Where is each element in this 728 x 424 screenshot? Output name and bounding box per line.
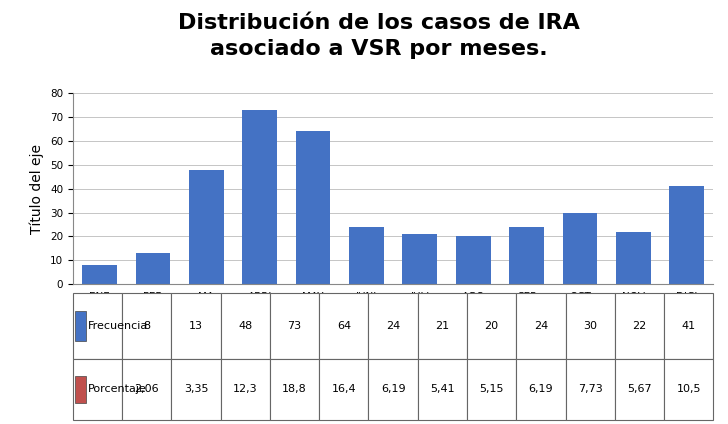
Text: 10,5: 10,5 (676, 384, 701, 394)
Bar (296, 131, 331, 284)
Bar (73, 359, 122, 420)
Bar (319, 359, 368, 420)
Bar (566, 359, 615, 420)
Text: 13: 13 (189, 321, 203, 331)
Bar (73, 293, 122, 359)
Text: 24: 24 (386, 321, 400, 331)
Text: 5,67: 5,67 (628, 384, 652, 394)
Bar (664, 359, 713, 420)
Bar (418, 293, 467, 359)
Text: 20: 20 (485, 321, 499, 331)
Bar (418, 359, 467, 420)
Bar (566, 293, 615, 359)
Text: 21: 21 (435, 321, 449, 331)
Text: 2,06: 2,06 (135, 384, 159, 394)
Text: 64: 64 (337, 321, 351, 331)
Text: 7,73: 7,73 (578, 384, 603, 394)
Bar (368, 293, 418, 359)
Bar (349, 227, 384, 284)
Bar (467, 359, 516, 420)
Bar (456, 237, 491, 284)
Text: 48: 48 (238, 321, 253, 331)
Bar (75, 311, 86, 341)
Bar (122, 359, 171, 420)
Bar (270, 293, 319, 359)
Text: 41: 41 (681, 321, 696, 331)
Bar (615, 293, 664, 359)
Text: 5,15: 5,15 (480, 384, 504, 394)
Bar (135, 253, 170, 284)
Bar (122, 293, 171, 359)
Text: 30: 30 (583, 321, 597, 331)
Bar (171, 293, 221, 359)
Bar (670, 186, 704, 284)
Bar (242, 110, 277, 284)
Bar (82, 265, 116, 284)
Text: 8: 8 (143, 321, 150, 331)
Bar (516, 359, 566, 420)
Text: 24: 24 (534, 321, 548, 331)
Text: 5,41: 5,41 (430, 384, 455, 394)
Text: 22: 22 (633, 321, 646, 331)
Text: 73: 73 (288, 321, 301, 331)
Bar (368, 359, 418, 420)
Bar (270, 359, 319, 420)
Text: 16,4: 16,4 (331, 384, 356, 394)
Bar (664, 293, 713, 359)
Bar (171, 359, 221, 420)
Bar (616, 232, 651, 284)
Bar (615, 359, 664, 420)
Bar (510, 227, 544, 284)
Bar (319, 293, 368, 359)
Bar (221, 293, 270, 359)
Text: 12,3: 12,3 (233, 384, 258, 394)
Bar (75, 376, 86, 403)
Bar (467, 293, 516, 359)
Text: Porcentaje: Porcentaje (88, 384, 147, 394)
Y-axis label: Título del eje: Título del eje (30, 144, 44, 234)
Bar (516, 293, 566, 359)
Text: Distribución de los casos de IRA
asociado a VSR por meses.: Distribución de los casos de IRA asociad… (178, 13, 579, 59)
Text: 3,35: 3,35 (183, 384, 208, 394)
Text: Frecuencia: Frecuencia (88, 321, 149, 331)
Text: 6,19: 6,19 (529, 384, 553, 394)
Bar (563, 212, 597, 284)
Text: 6,19: 6,19 (381, 384, 405, 394)
Bar (403, 234, 437, 284)
Bar (189, 170, 223, 284)
Bar (221, 359, 270, 420)
Text: 18,8: 18,8 (282, 384, 307, 394)
